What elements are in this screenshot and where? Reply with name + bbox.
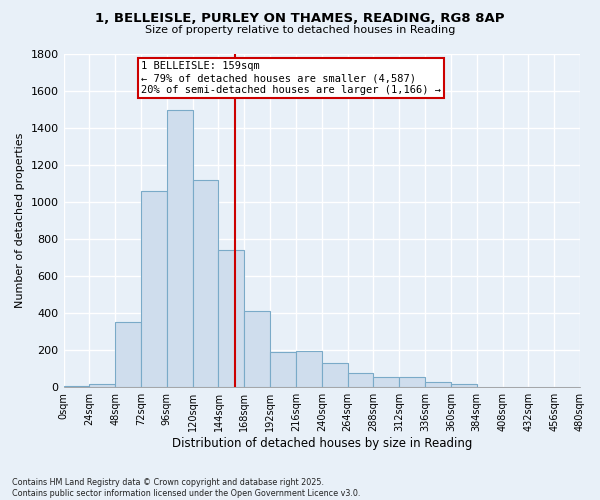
Bar (193, 180, 218, 388)
Bar (141, 191, 167, 388)
Bar (115, 322, 141, 388)
Bar (399, 377, 425, 388)
Text: Contains HM Land Registry data © Crown copyright and database right 2025.
Contai: Contains HM Land Registry data © Crown c… (12, 478, 361, 498)
Bar (89, 384, 115, 388)
Bar (451, 384, 477, 388)
Text: 1, BELLEISLE, PURLEY ON THAMES, READING, RG8 8AP: 1, BELLEISLE, PURLEY ON THAMES, READING,… (95, 12, 505, 26)
Bar (270, 352, 296, 388)
Y-axis label: Number of detached properties: Number of detached properties (15, 133, 25, 308)
Bar (244, 312, 270, 388)
Bar (425, 382, 451, 388)
Bar (64, 386, 89, 388)
Bar (322, 364, 347, 388)
X-axis label: Distribution of detached houses by size in Reading: Distribution of detached houses by size … (172, 437, 472, 450)
Text: 1 BELLEISLE: 159sqm
← 79% of detached houses are smaller (4,587)
20% of semi-det: 1 BELLEISLE: 159sqm ← 79% of detached ho… (141, 62, 441, 94)
Bar (167, 110, 193, 388)
Text: Size of property relative to detached houses in Reading: Size of property relative to detached ho… (145, 25, 455, 35)
Bar (347, 372, 373, 388)
Bar (218, 250, 244, 388)
Bar (296, 351, 322, 388)
Bar (373, 377, 399, 388)
